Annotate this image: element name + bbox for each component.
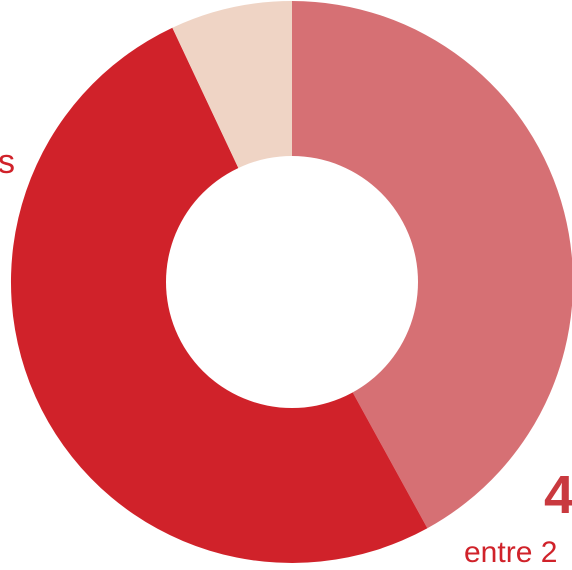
slice-label-s: s (0, 143, 15, 181)
slice-sub-label: entre 2 (464, 536, 557, 569)
slice-0 (292, 1, 572, 529)
slice-value-label: 4 (544, 465, 572, 525)
donut-hole (166, 156, 418, 408)
